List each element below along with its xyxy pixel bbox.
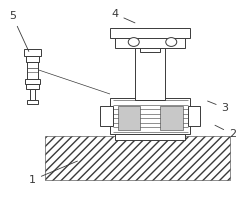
Text: 5: 5 <box>9 11 29 51</box>
Text: 2: 2 <box>215 125 236 139</box>
Bar <box>115 132 185 140</box>
Bar <box>45 136 230 180</box>
Bar <box>110 28 190 38</box>
Bar <box>27 100 38 104</box>
Bar <box>25 79 40 84</box>
Text: 3: 3 <box>208 101 229 113</box>
Bar <box>160 106 182 130</box>
Bar <box>110 98 190 134</box>
Bar <box>140 44 160 52</box>
Bar <box>115 36 185 48</box>
Bar <box>30 89 35 100</box>
Bar <box>135 48 165 100</box>
Circle shape <box>128 38 139 46</box>
Bar <box>26 56 39 62</box>
Bar <box>188 106 200 126</box>
Bar <box>24 49 41 56</box>
Bar <box>100 106 112 126</box>
Bar <box>27 62 38 80</box>
Text: 1: 1 <box>29 161 78 185</box>
Bar <box>26 84 39 89</box>
Circle shape <box>166 38 177 46</box>
Text: 4: 4 <box>112 9 135 23</box>
Bar <box>118 106 140 130</box>
